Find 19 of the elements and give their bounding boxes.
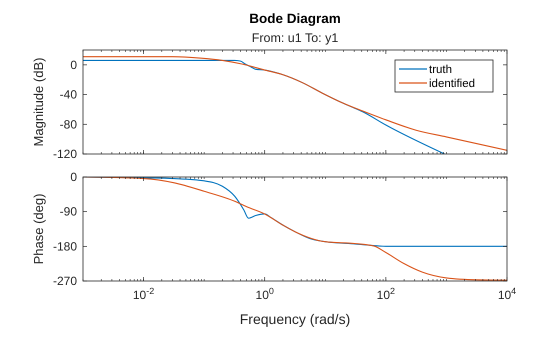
chart-title: Bode Diagram	[249, 11, 341, 26]
y-tick-label: 0	[70, 170, 78, 184]
y-tick-label: -80	[60, 117, 78, 132]
y-axis-title: Magnitude (dB)	[31, 58, 46, 146]
y-tick-label: -270	[52, 274, 78, 288]
y-tick-label: -120	[52, 147, 78, 161]
y-tick-label: -40	[60, 88, 78, 102]
y-tick-label: 0	[70, 58, 78, 72]
x-axis-title: Frequency (rad/s)	[240, 311, 350, 327]
y-tick-label: -90	[60, 204, 78, 219]
legend-label: identified	[429, 78, 476, 90]
y-axis-title: Phase (deg)	[31, 194, 46, 264]
legend-label: truth	[429, 64, 452, 76]
chart-subtitle: From: u1 To: y1	[252, 31, 338, 45]
x-tick-label: 10$^{0}$	[256, 286, 274, 302]
x-tick-label: 10$^{-2}$	[132, 286, 154, 302]
x-tick-label: 10$^{2}$	[376, 286, 396, 302]
x-tick-label: 10$^{4}$	[498, 286, 516, 302]
y-tick-label: -180	[52, 239, 78, 254]
